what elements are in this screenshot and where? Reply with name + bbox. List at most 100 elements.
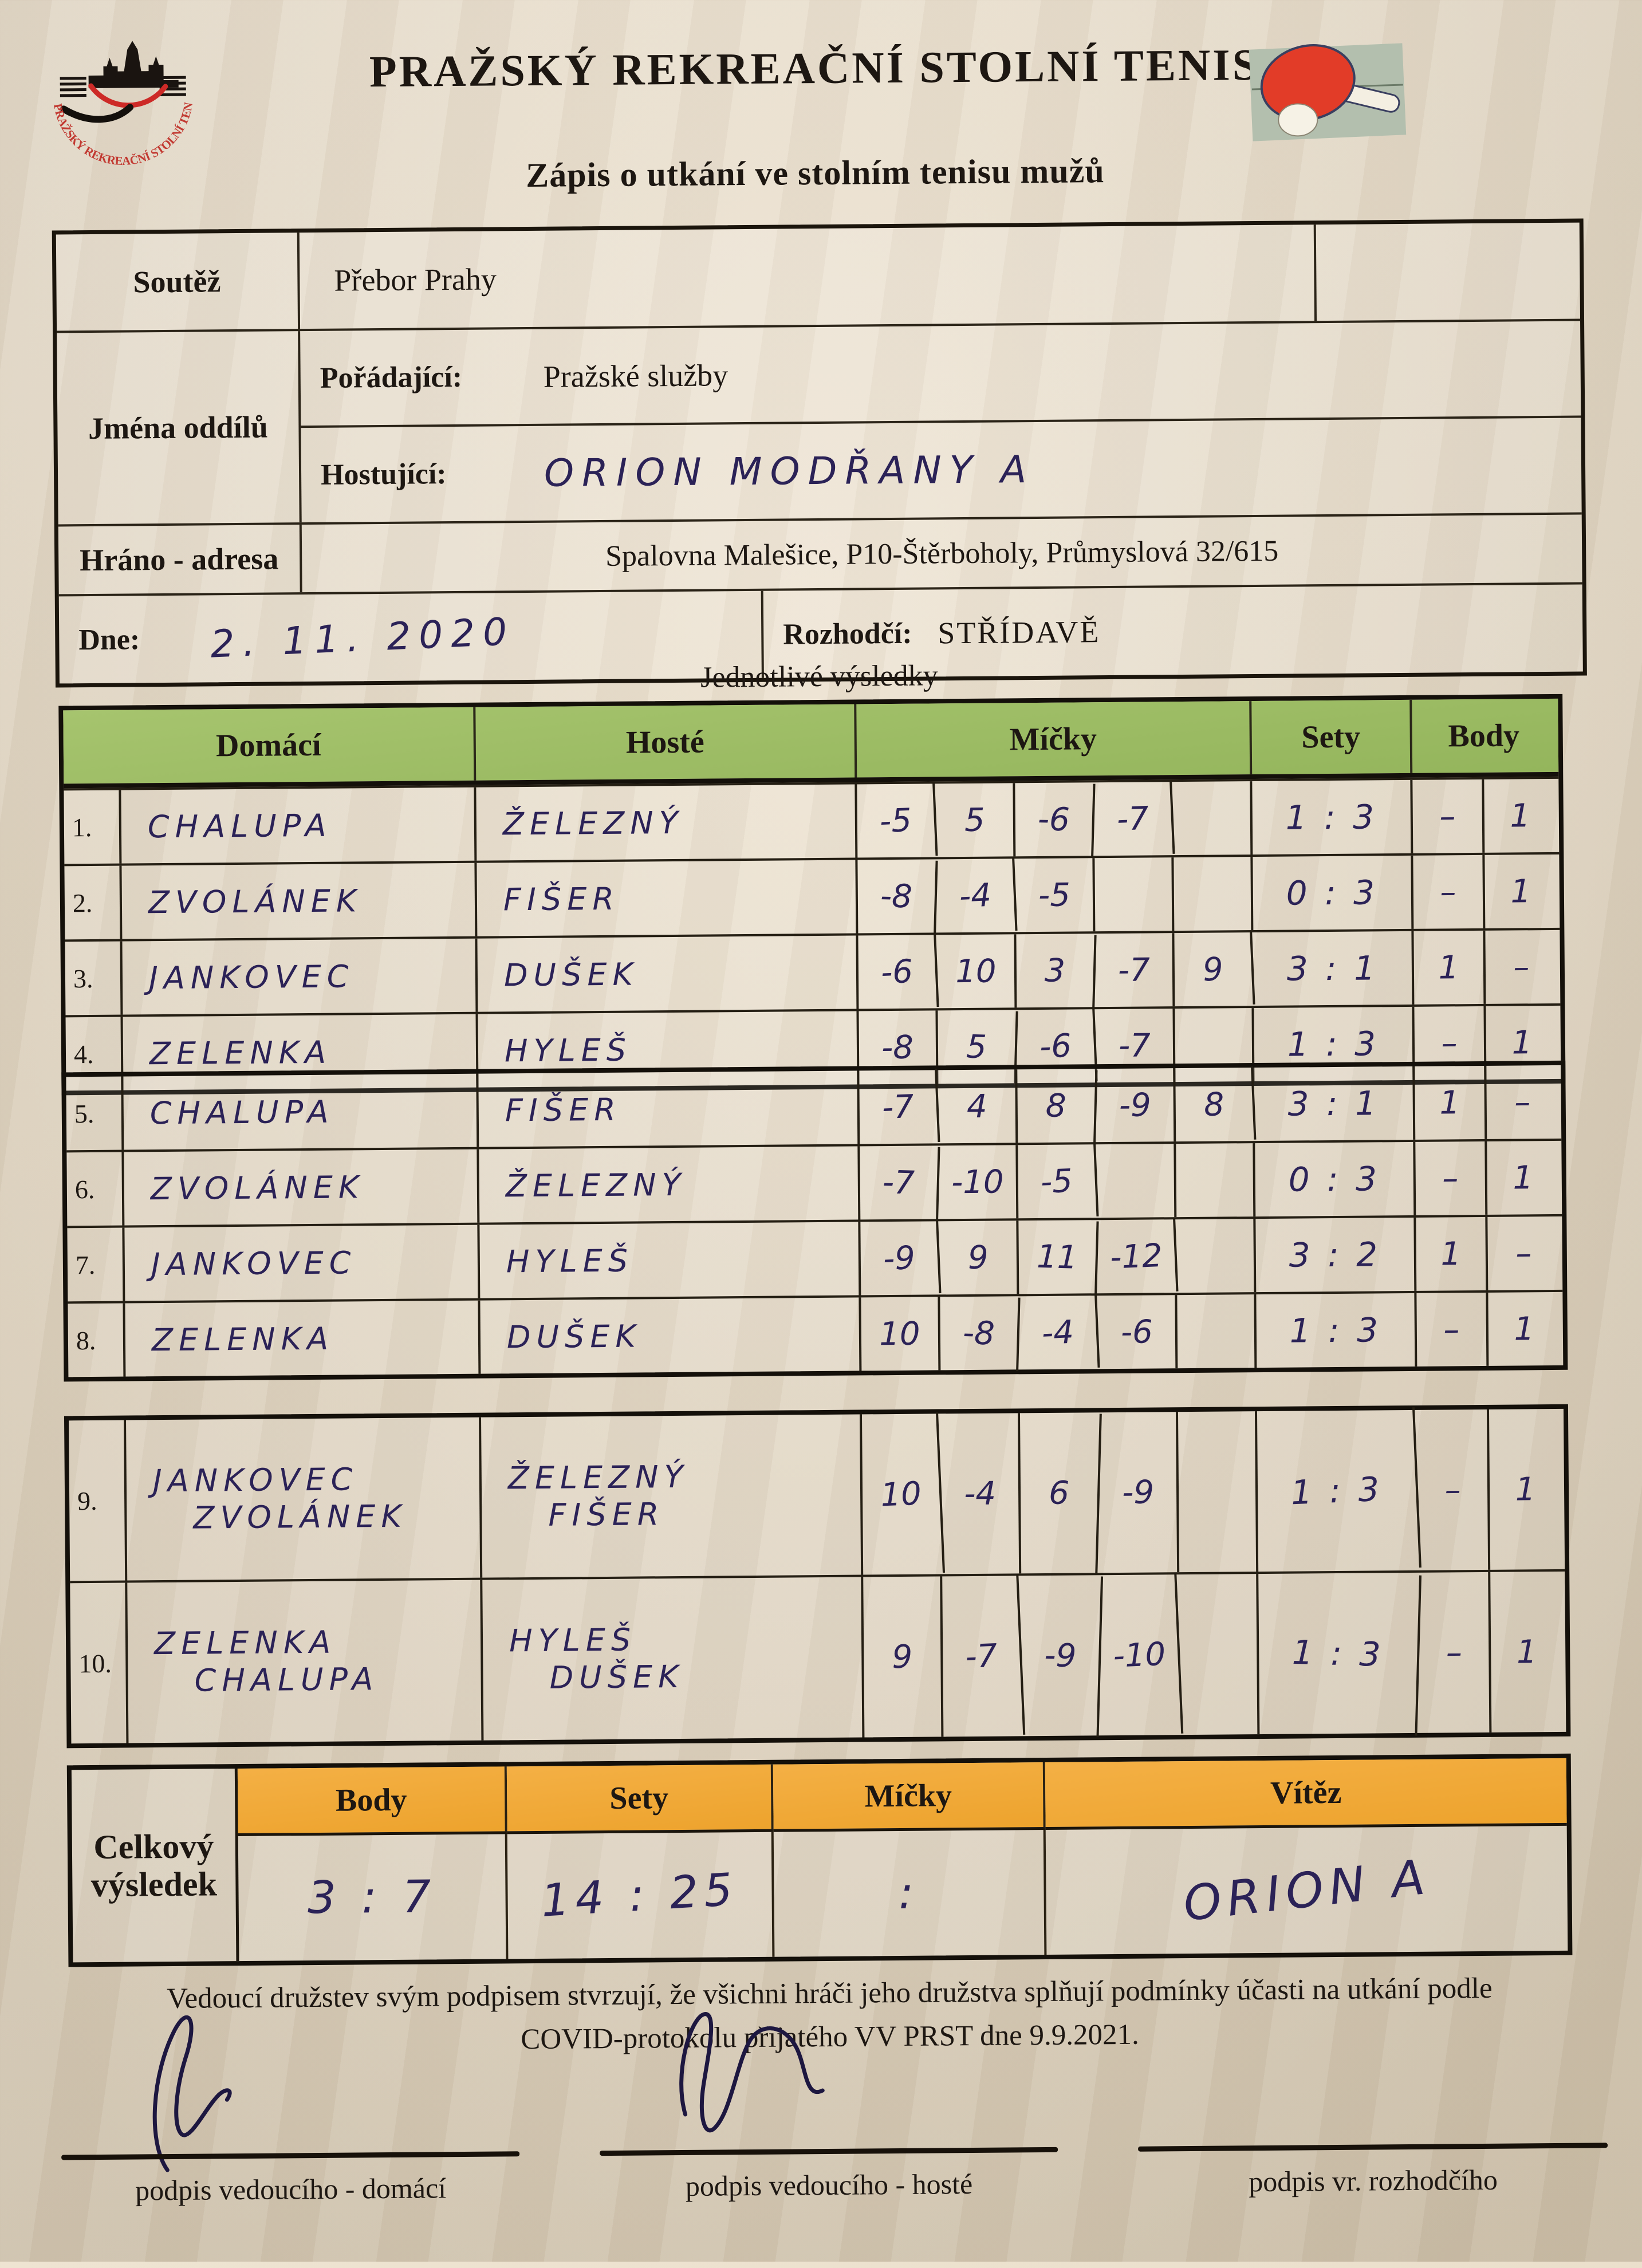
micky-set4: -12 bbox=[1096, 1218, 1179, 1295]
body-hoste: – bbox=[1513, 948, 1530, 986]
row-number: 6. bbox=[66, 1152, 125, 1226]
summary-header-sety: Sety bbox=[506, 1764, 774, 1834]
soutez-empty-cell bbox=[1316, 223, 1580, 321]
body-domaci: – bbox=[1419, 1572, 1492, 1733]
micky-set4 bbox=[1097, 1144, 1177, 1218]
micky-set3: -6 bbox=[1014, 781, 1096, 857]
hostujici-value-handwritten: ORION MODŘANY A bbox=[544, 447, 1035, 495]
results-table-2: 5. CHALUPA FIŠER -7 4 8 -9 8 3 : 1 1 – 6… bbox=[61, 1060, 1568, 1382]
summary-micky-value: : bbox=[773, 1829, 1047, 1957]
table-row-3: 3. JANKOVEC DUŠEK -6 10 3 -7 9 3 : 1 1 – bbox=[65, 927, 1561, 1015]
row-number: 9. bbox=[69, 1420, 128, 1581]
body-hoste: 1 bbox=[1510, 797, 1531, 835]
micky-set1: 9 bbox=[863, 1576, 944, 1738]
hoste-player: DUŠEK bbox=[549, 1658, 684, 1696]
micky-set1: -7 bbox=[859, 1145, 940, 1220]
micky-set5 bbox=[1178, 1411, 1259, 1573]
logo-abbr: PRST bbox=[112, 74, 133, 83]
body-hoste: 1 bbox=[1515, 1470, 1536, 1509]
sety-score: 3 : 1 bbox=[1253, 931, 1415, 1006]
micky-set3: 11 bbox=[1018, 1219, 1099, 1295]
micky-set1: -7 bbox=[858, 1069, 940, 1145]
domaci-player: JANKOVEC bbox=[124, 1224, 481, 1301]
table-row-2: 2. ZVOLÁNEK FIŠER -8 -4 -5 0 : 3 – 1 bbox=[64, 852, 1560, 940]
row-number: 7. bbox=[67, 1227, 125, 1302]
hoste-player: HYLEŠ bbox=[479, 1222, 861, 1298]
header-body: Body bbox=[1448, 718, 1520, 754]
row-number: 1. bbox=[64, 790, 122, 864]
micky-set5 bbox=[1179, 1574, 1260, 1735]
hoste-player: HYLEŠ bbox=[509, 1621, 637, 1659]
sety-score: 1 : 3 bbox=[1254, 1407, 1422, 1574]
paddle-icon bbox=[1245, 33, 1417, 169]
micky-set4: -6 bbox=[1098, 1295, 1178, 1369]
hoste-player: ŽELEZNÝ bbox=[507, 1459, 689, 1497]
body-domaci: – bbox=[1417, 1409, 1491, 1570]
micky-set3: -5 bbox=[1017, 1143, 1099, 1220]
micky-set3: -4 bbox=[1018, 1294, 1100, 1371]
poradajici-row: Pořádající: Pražské služby bbox=[300, 321, 1581, 426]
soutez-label: Soutěž bbox=[56, 233, 301, 331]
micky-set5 bbox=[1176, 1219, 1257, 1293]
micky-set4: -10 bbox=[1097, 1573, 1184, 1737]
body-hoste: 1 bbox=[1514, 1310, 1535, 1348]
body-hoste: 1 bbox=[1510, 872, 1531, 911]
signature-label-rozhodci: podpis vr. rozhodčího bbox=[1248, 2163, 1498, 2198]
body-hoste: – bbox=[1515, 1234, 1532, 1272]
micky-set2: 10 bbox=[937, 934, 1017, 1009]
micky-set2: -8 bbox=[939, 1296, 1021, 1371]
match-info-table: Soutěž Přebor Prahy Jména oddílů Pořádaj… bbox=[52, 218, 1587, 688]
micky-set4: -7 bbox=[1093, 780, 1175, 857]
domaci-player: ZELENKA bbox=[125, 1300, 481, 1377]
body-domaci: 1 bbox=[1413, 930, 1486, 1005]
micky-set5 bbox=[1176, 1143, 1256, 1218]
poradajici-value: Pražské služby bbox=[543, 357, 729, 394]
row-number: 3. bbox=[65, 941, 123, 1015]
dne-label: Dne: bbox=[78, 623, 140, 656]
micky-set1: 10 bbox=[859, 1412, 946, 1576]
row-number: 10. bbox=[70, 1582, 129, 1744]
summary-header-micky: Míčky bbox=[773, 1762, 1046, 1832]
signature-line-domaci bbox=[61, 2151, 520, 2160]
hoste-player: FIŠER bbox=[548, 1496, 665, 1533]
hrano-adresa-value: Spalovna Malešice, P10-Štěrboholy, Průmy… bbox=[605, 534, 1279, 573]
hoste-player: ŽELEZNÝ bbox=[479, 1146, 861, 1223]
micky-set5: 9 bbox=[1173, 931, 1255, 1008]
signature-line-rozhodci bbox=[1138, 2143, 1608, 2152]
table-row-7: 7. JANKOVEC HYLEŠ -9 9 11 -12 3 : 2 1 – bbox=[67, 1214, 1563, 1302]
hrano-adresa-row: Hráno - adresa Spalovna Malešice, P10-Št… bbox=[58, 512, 1582, 594]
sety-score: 0 : 3 bbox=[1255, 1141, 1416, 1217]
hoste-pair: ŽELEZNÝ FIŠER bbox=[481, 1414, 864, 1578]
signature-label-hoste: podpis vedoucího - hosté bbox=[685, 2167, 973, 2202]
summary-header-vitez: Vítěz bbox=[1045, 1758, 1567, 1830]
soutez-row: Soutěž Přebor Prahy bbox=[56, 223, 1580, 331]
micky-set5 bbox=[1177, 1294, 1257, 1369]
jmena-oddilu-row: Jména oddílů Pořádající: Pražské služby … bbox=[57, 318, 1582, 525]
results-header: Domácí Hosté Míčky Sety Body bbox=[63, 698, 1559, 789]
domaci-player: ZVOLÁNEK bbox=[193, 1498, 408, 1536]
results-table-1: Domácí Hosté Míčky Sety Body 1. CHALUPA … bbox=[58, 694, 1566, 1096]
hrano-adresa-label: Hráno - adresa bbox=[58, 525, 302, 594]
hostujici-row: Hostující: ORION MODŘANY A bbox=[301, 415, 1582, 523]
body-domaci: 1 bbox=[1416, 1216, 1489, 1291]
sety-score: 0 : 3 bbox=[1253, 855, 1414, 931]
signature-label-domaci: podpis vedoucího - domácí bbox=[135, 2172, 447, 2207]
micky-set5: 8 bbox=[1174, 1066, 1257, 1143]
signature-hoste bbox=[679, 2012, 825, 2133]
micky-set2: -10 bbox=[939, 1145, 1019, 1219]
body-hoste: 1 bbox=[1513, 1159, 1534, 1197]
sety-score: 3 : 1 bbox=[1254, 1066, 1416, 1141]
header-micky: Míčky bbox=[856, 701, 1253, 778]
summary-body-value: 3 : 7 bbox=[238, 1834, 509, 1962]
micky-set3: -5 bbox=[1015, 858, 1096, 932]
summary-table: Celkový výsledek Body Sety Míčky Vítěz 3… bbox=[66, 1753, 1573, 1967]
covid-declaration-line1: Vedoucí družstev svým podpisem stvrzují,… bbox=[167, 1972, 1493, 2015]
sety-score: 1 : 3 bbox=[1257, 1571, 1422, 1736]
poradajici-label: Pořádající: bbox=[320, 360, 463, 395]
micky-set1: -5 bbox=[856, 782, 938, 859]
micky-set2: -4 bbox=[935, 857, 1018, 934]
micky-set3: -9 bbox=[1019, 1574, 1104, 1737]
table-row-1: 1. CHALUPA ŽELEZNÝ -5 5 -6 -7 1 : 3 – 1 bbox=[64, 776, 1560, 864]
table-row-10: 10. ZELENKA CHALUPA HYLEŠ DUŠEK 9 -7 -9 … bbox=[70, 1569, 1566, 1744]
header-domaci: Domácí bbox=[63, 707, 477, 784]
